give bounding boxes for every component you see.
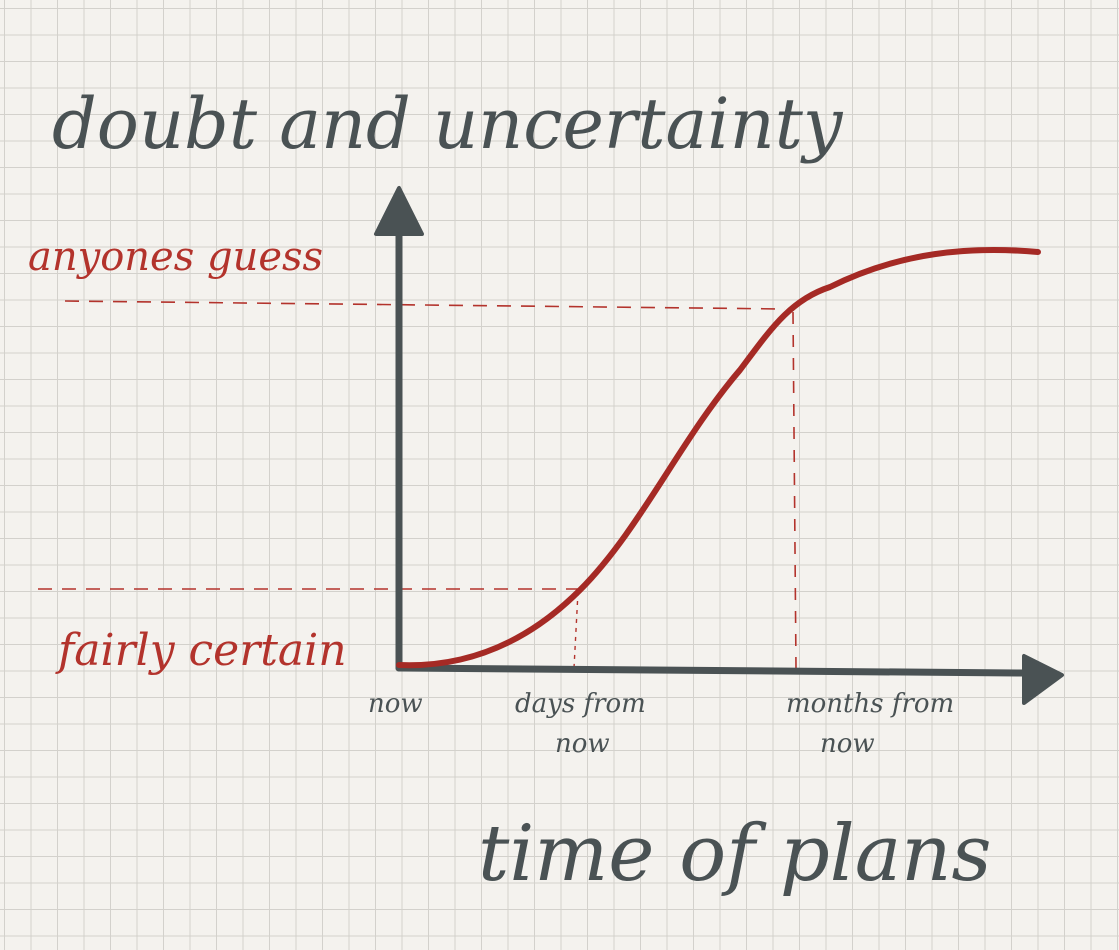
months-from-now-dashed-line: [792, 311, 797, 669]
tick-label-now: now: [368, 689, 423, 719]
diagram-title: doubt and uncertainty: [52, 83, 844, 165]
tick-label-days-line2: now: [555, 729, 610, 759]
uncertainty-curve: [396, 246, 1041, 669]
tick-label-months-line1: months from: [786, 689, 954, 719]
label-fairly-certain: fairly certain: [55, 625, 347, 676]
x-axis-line: [395, 664, 1026, 677]
anyones-guess-dashed-line: [64, 300, 786, 310]
label-anyones-guess: anyones guess: [28, 234, 323, 280]
arrow-right-icon: [1022, 654, 1064, 705]
tick-label-months-line2: now: [820, 729, 875, 759]
days-from-now-dotted-line: [573, 591, 579, 669]
x-axis-title: time of plans: [478, 809, 991, 899]
tick-label-days-line1: days from: [515, 689, 646, 719]
arrow-up-icon: [374, 186, 424, 236]
